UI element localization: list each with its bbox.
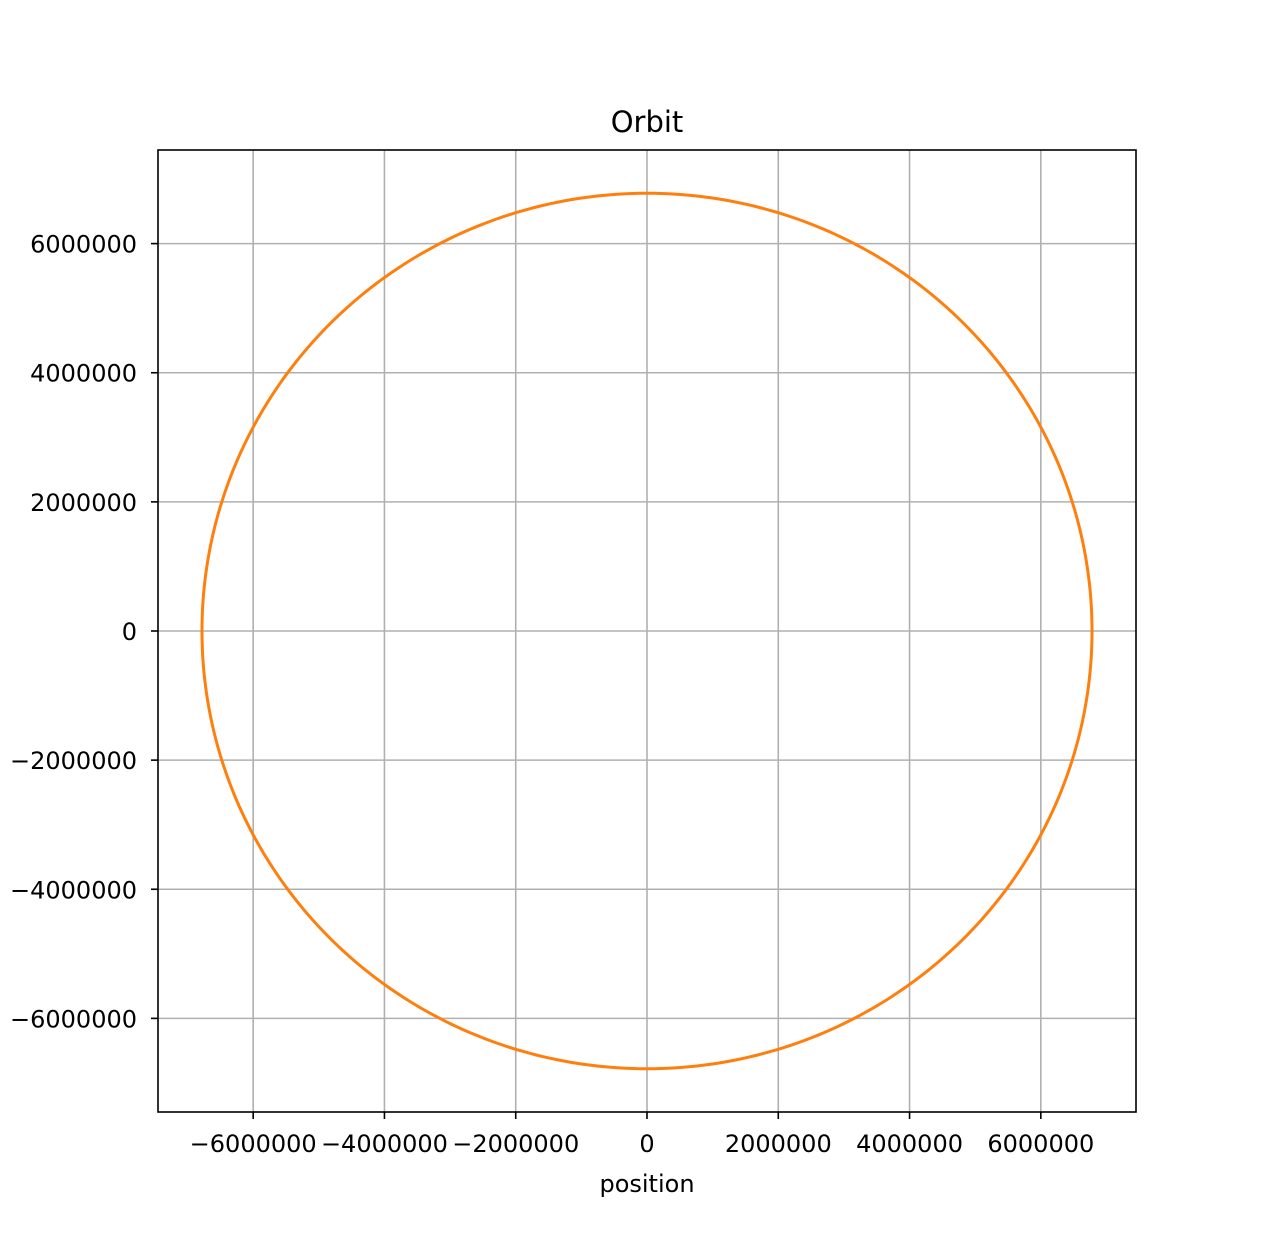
orbit-line bbox=[200, 191, 1094, 1071]
series-layer bbox=[200, 191, 1094, 1071]
x-tick-label: 4000000 bbox=[856, 1130, 963, 1158]
x-axis-label: position bbox=[599, 1170, 694, 1198]
x-tick-label: 6000000 bbox=[987, 1130, 1094, 1158]
chart-title: Orbit bbox=[611, 105, 684, 139]
x-axis: −6000000 −4000000 −2000000 0 2000000 4000000 6… bbox=[190, 1112, 1094, 1158]
y-tick-label: 4000000 bbox=[30, 360, 137, 388]
y-tick-label: 2000000 bbox=[30, 489, 137, 517]
y-tick-label: −4000000 bbox=[10, 876, 137, 904]
y-axis: −6000000 −4000000 −2000000 0 2000000 4000000 6… bbox=[10, 231, 158, 1033]
grid-layer bbox=[158, 150, 1136, 1112]
x-tick-label: −4000000 bbox=[321, 1130, 448, 1158]
x-tick-label: 2000000 bbox=[725, 1130, 832, 1158]
y-tick-label: −6000000 bbox=[10, 1005, 137, 1033]
x-tick-label: 0 bbox=[639, 1130, 654, 1158]
y-tick-label: 0 bbox=[122, 618, 137, 646]
y-tick-label: 6000000 bbox=[30, 231, 137, 259]
x-tick-label: −2000000 bbox=[452, 1130, 579, 1158]
y-tick-label: −2000000 bbox=[10, 747, 137, 775]
x-tick-label: −6000000 bbox=[190, 1130, 317, 1158]
